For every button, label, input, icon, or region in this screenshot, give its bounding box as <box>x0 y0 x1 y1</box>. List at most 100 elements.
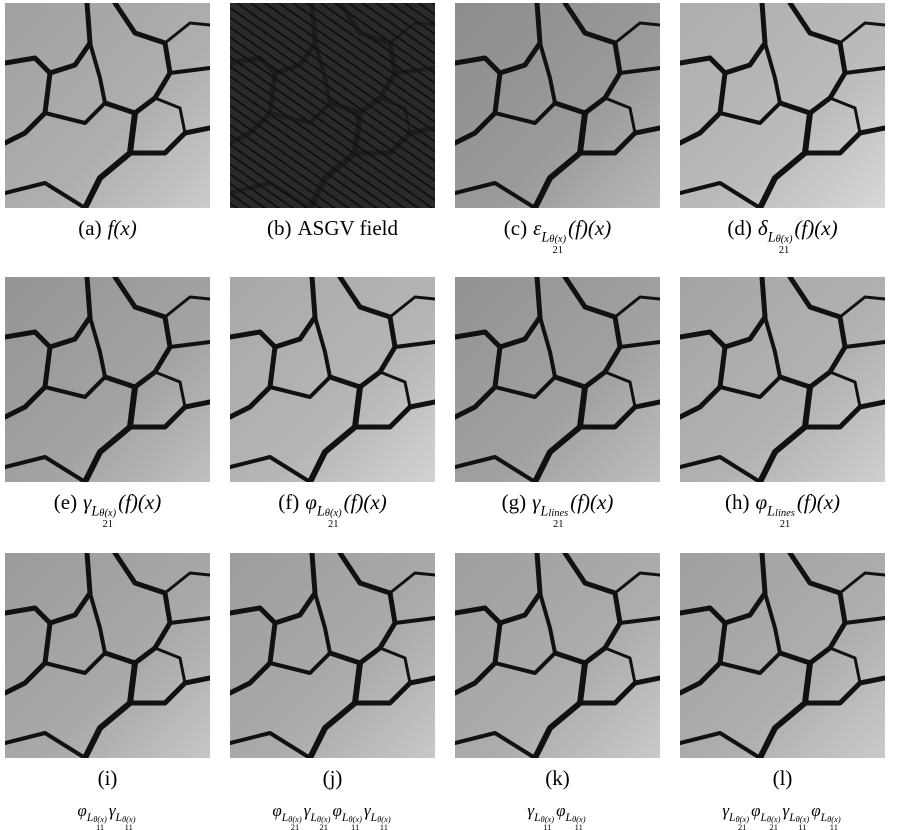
math-text: γ <box>109 801 116 820</box>
caption-math: φLlines21(f)(x) <box>755 490 840 514</box>
subscript: 11 <box>796 823 810 830</box>
caption-math: f(x) <box>108 216 137 240</box>
panel-image <box>230 553 435 758</box>
caption-label: (k) <box>545 766 570 790</box>
panel-image <box>5 553 210 758</box>
panel: (l)γLθ(x)21φLθ(x)21γLθ(x)11φLθ(x)11 <box>675 553 890 830</box>
panel: (k) γLθ(x)11φLθ(x)11 <box>450 553 665 830</box>
sub-script-stack: θ(x)21 <box>317 815 331 830</box>
sub-script-stack: lines21 <box>548 509 568 530</box>
panel: (g)γLlines21(f)(x) <box>450 277 665 530</box>
subscript: L <box>540 503 548 519</box>
caption: (a) f(x) <box>0 216 215 241</box>
panel-image <box>680 3 885 208</box>
subscript: 11 <box>827 823 841 830</box>
math-text: (f)(x) <box>797 490 840 514</box>
caption-label: (h) <box>725 490 750 514</box>
subscript: 21 <box>325 520 342 531</box>
subscript: 21 <box>735 823 749 830</box>
caption-label: (a) <box>78 216 101 240</box>
panel-image <box>680 277 885 482</box>
sub-script-stack: θ(x)11 <box>122 815 136 830</box>
sub-script-stack: θ(x)11 <box>93 815 107 830</box>
caption: (b)ASGV field <box>225 216 440 241</box>
caption: (d)δLθ(x)21(f)(x) <box>675 216 890 256</box>
sub-script-stack: θ(x)21 <box>325 509 342 530</box>
subscript: 11 <box>348 823 362 830</box>
caption-math: ASGV field <box>297 216 398 240</box>
sub-script-stack: θ(x)21 <box>549 235 566 256</box>
caption-label: (c) <box>504 216 527 240</box>
subscript: 11 <box>541 823 555 830</box>
math-text: (f)(x) <box>344 490 387 514</box>
math-text: φ <box>77 801 86 820</box>
sub-script-stack: θ(x)21 <box>735 815 749 830</box>
sub-script-stack: θ(x)11 <box>348 815 362 830</box>
math-text: (f)(x) <box>118 490 161 514</box>
figure: (a) f(x) (b)ASGV field (c) εLθ(x)21(f)(x) (d)… <box>0 0 900 830</box>
caption: (j)φLθ(x)21γLθ(x)21φLθ(x)11γLθ(x)11 <box>225 766 440 830</box>
subscript: 21 <box>99 520 116 531</box>
sub-script-stack: θ(x)11 <box>827 815 841 830</box>
subscript: L <box>767 503 775 519</box>
sub-script-stack: θ(x)11 <box>572 815 586 830</box>
caption-label: (e) <box>54 490 77 514</box>
subscript: 21 <box>317 823 331 830</box>
caption-label: (i) <box>98 766 118 790</box>
caption: (l)γLθ(x)21φLθ(x)21γLθ(x)11φLθ(x)11 <box>675 766 890 830</box>
caption-math: εLθ(x)21(f)(x) <box>533 216 611 240</box>
sub-script-stack: θ(x)11 <box>377 815 391 830</box>
subscript: 11 <box>377 823 391 830</box>
caption-label: (d) <box>727 216 752 240</box>
sub-script-stack: θ(x)21 <box>288 815 302 830</box>
panel-image <box>455 277 660 482</box>
panel-image <box>455 3 660 208</box>
caption-label: (l) <box>773 766 793 790</box>
sub-script-stack: θ(x)21 <box>99 509 116 530</box>
subscript: 21 <box>288 823 302 830</box>
sub-script-stack: θ(x)11 <box>796 815 810 830</box>
subscript: 21 <box>548 520 568 531</box>
caption-label: (f) <box>278 490 299 514</box>
subscript: 11 <box>122 823 136 830</box>
subscript: 11 <box>572 823 586 830</box>
math-text: δ <box>758 216 768 240</box>
panel-image <box>230 277 435 482</box>
caption-label: (b) <box>267 216 292 240</box>
subscript: 21 <box>776 246 793 257</box>
subscript: 11 <box>93 823 107 830</box>
panel: (h)φLlines21(f)(x) <box>675 277 890 530</box>
sub-script-stack: θ(x)11 <box>541 815 555 830</box>
panel-image <box>455 553 660 758</box>
panel-image <box>5 277 210 482</box>
subscript: 21 <box>549 246 566 257</box>
math-text: (f)(x) <box>794 216 837 240</box>
sub-script-stack: θ(x)21 <box>776 235 793 256</box>
subscript: 21 <box>767 823 781 830</box>
math-text: f(x) <box>108 216 137 240</box>
math-text: (f)(x) <box>570 490 613 514</box>
math-text: φ <box>305 490 317 514</box>
math-text: φ <box>272 801 281 820</box>
panel: (j)φLθ(x)21γLθ(x)21φLθ(x)11γLθ(x)11 <box>225 553 440 830</box>
math-text: γ <box>364 801 371 820</box>
math-text: φ <box>333 801 342 820</box>
subscript: L <box>317 503 325 519</box>
math-text: (f)(x) <box>568 216 611 240</box>
caption-label: (j) <box>323 766 343 790</box>
subscript: L <box>541 229 549 245</box>
caption-label: (g) <box>502 490 527 514</box>
